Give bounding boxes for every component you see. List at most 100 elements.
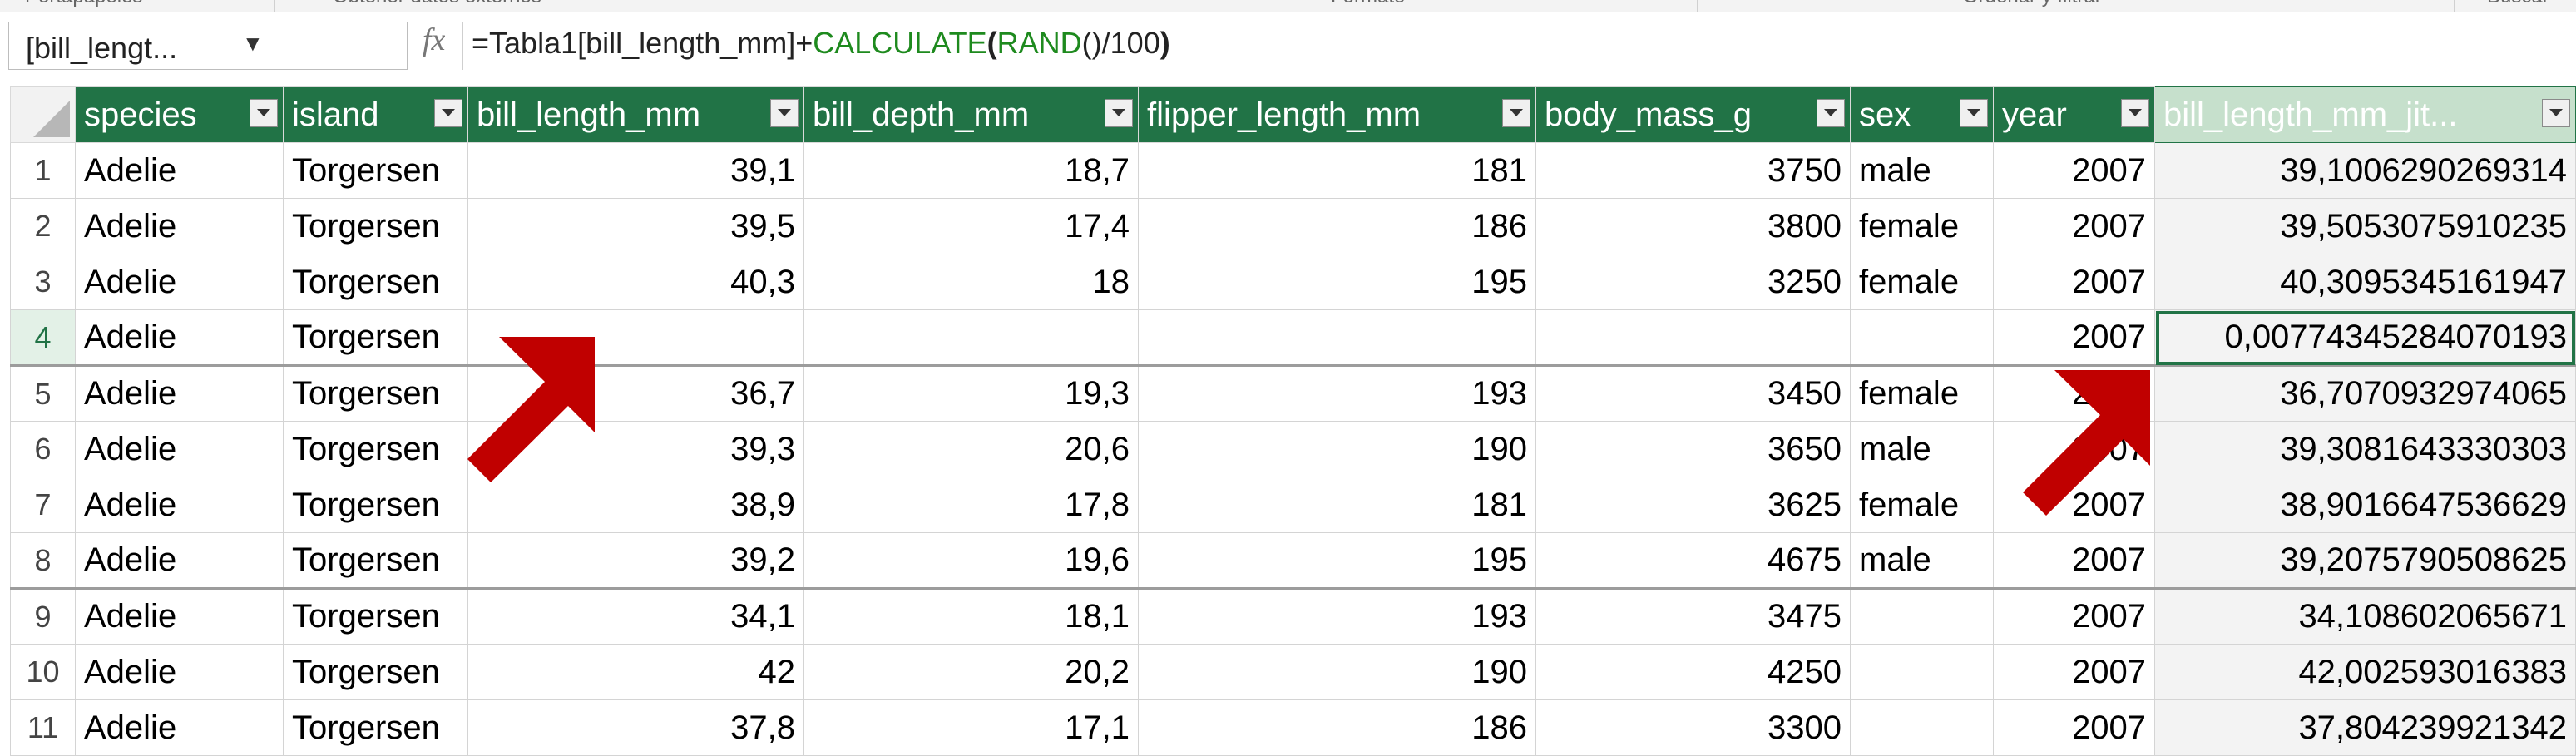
cell-island[interactable]: Torgersen	[284, 477, 468, 533]
cell-year[interactable]: 2007	[1994, 199, 2155, 254]
cell-species[interactable]: Adelie	[76, 700, 284, 756]
row-number[interactable]: 7	[11, 477, 76, 533]
cell-year[interactable]: 2007	[1994, 645, 2155, 700]
column-header-bill-depth[interactable]: bill_depth_mm	[804, 87, 1139, 143]
cell-body-mass[interactable]: 3475	[1536, 589, 1851, 645]
filter-dropdown-icon[interactable]	[1502, 99, 1530, 127]
cell-bill-length[interactable]: 37,8	[468, 700, 804, 756]
filter-dropdown-icon[interactable]	[2542, 99, 2570, 127]
cell-flipper-length[interactable]: 186	[1139, 700, 1536, 756]
cell-body-mass[interactable]: 4675	[1536, 533, 1851, 589]
cell-species[interactable]: Adelie	[76, 366, 284, 422]
row-number[interactable]: 4	[11, 310, 76, 366]
cell-species[interactable]: Adelie	[76, 199, 284, 254]
cell-bill-length-jitter[interactable]: 38,9016647536629	[2155, 477, 2576, 533]
cell-bill-length-jitter[interactable]: 34,108602065671	[2155, 589, 2576, 645]
cell-bill-length-jitter[interactable]: 39,1006290269314	[2155, 143, 2576, 199]
active-cell[interactable]: 0,00774345284070193	[2155, 310, 2576, 366]
cell-bill-length-jitter[interactable]: 37,804239921342	[2155, 700, 2576, 756]
cell-sex[interactable]: female	[1851, 254, 1994, 310]
filter-dropdown-icon[interactable]	[250, 99, 278, 127]
cell-bill-length[interactable]: 39,5	[468, 199, 804, 254]
cell-island[interactable]: Torgersen	[284, 143, 468, 199]
cell-flipper-length[interactable]: 190	[1139, 645, 1536, 700]
column-header-island[interactable]: island	[284, 87, 468, 143]
cell-bill-depth[interactable]: 17,1	[804, 700, 1139, 756]
cell-body-mass[interactable]: 3450	[1536, 366, 1851, 422]
cell-sex[interactable]	[1851, 645, 1994, 700]
cell-bill-length-jitter[interactable]: 39,2075790508625	[2155, 533, 2576, 589]
cell-flipper-length[interactable]: 193	[1139, 589, 1536, 645]
cell-body-mass[interactable]	[1536, 310, 1851, 366]
cell-island[interactable]: Torgersen	[284, 366, 468, 422]
cell-flipper-length[interactable]: 186	[1139, 199, 1536, 254]
cell-sex[interactable]: female	[1851, 366, 1994, 422]
row-number[interactable]: 10	[11, 645, 76, 700]
cell-bill-depth[interactable]: 18,1	[804, 589, 1139, 645]
row-number[interactable]: 11	[11, 700, 76, 756]
cell-flipper-length[interactable]: 195	[1139, 533, 1536, 589]
cell-sex[interactable]	[1851, 589, 1994, 645]
cell-sex[interactable]: female	[1851, 199, 1994, 254]
column-header-body-mass[interactable]: body_mass_g	[1536, 87, 1851, 143]
row-number[interactable]: 5	[11, 366, 76, 422]
filter-dropdown-icon[interactable]	[434, 99, 462, 127]
cell-year[interactable]: 2007	[1994, 533, 2155, 589]
cell-sex[interactable]: female	[1851, 477, 1994, 533]
cell-sex[interactable]: male	[1851, 533, 1994, 589]
cell-island[interactable]: Torgersen	[284, 645, 468, 700]
cell-species[interactable]: Adelie	[76, 143, 284, 199]
cell-bill-depth[interactable]: 19,3	[804, 366, 1139, 422]
cell-island[interactable]: Torgersen	[284, 700, 468, 756]
cell-bill-length-jitter[interactable]: 39,3081643330303	[2155, 422, 2576, 477]
column-header-bill-length-jitter[interactable]: bill_length_mm_jit...	[2155, 87, 2576, 143]
cell-bill-length[interactable]: 42	[468, 645, 804, 700]
row-number[interactable]: 2	[11, 199, 76, 254]
chevron-down-icon[interactable]: ▼	[242, 31, 264, 57]
filter-dropdown-icon[interactable]	[2121, 99, 2149, 127]
cell-flipper-length[interactable]: 181	[1139, 477, 1536, 533]
cell-bill-length-jitter[interactable]: 39,5053075910235	[2155, 199, 2576, 254]
cell-island[interactable]: Torgersen	[284, 533, 468, 589]
cell-year[interactable]: 2007	[1994, 310, 2155, 366]
cell-body-mass[interactable]: 3650	[1536, 422, 1851, 477]
row-number[interactable]: 8	[11, 533, 76, 589]
cell-sex[interactable]: male	[1851, 143, 1994, 199]
cell-bill-depth[interactable]: 19,6	[804, 533, 1139, 589]
cell-bill-depth[interactable]: 17,8	[804, 477, 1139, 533]
cell-body-mass[interactable]: 4250	[1536, 645, 1851, 700]
cell-bill-depth[interactable]: 20,2	[804, 645, 1139, 700]
cell-bill-length[interactable]: 39,1	[468, 143, 804, 199]
cell-bill-length[interactable]: 39,2	[468, 533, 804, 589]
cell-year[interactable]: 2007	[1994, 254, 2155, 310]
cell-island[interactable]: Torgersen	[284, 199, 468, 254]
cell-flipper-length[interactable]: 195	[1139, 254, 1536, 310]
cell-sex[interactable]	[1851, 310, 1994, 366]
select-all-corner[interactable]	[11, 87, 76, 143]
column-header-year[interactable]: year	[1994, 87, 2155, 143]
cell-body-mass[interactable]: 3300	[1536, 700, 1851, 756]
cell-bill-depth[interactable]: 17,4	[804, 199, 1139, 254]
cell-species[interactable]: Adelie	[76, 310, 284, 366]
cell-sex[interactable]: male	[1851, 422, 1994, 477]
cell-species[interactable]: Adelie	[76, 422, 284, 477]
column-header-bill-length[interactable]: bill_length_mm	[468, 87, 804, 143]
column-header-flipper-length[interactable]: flipper_length_mm	[1139, 87, 1536, 143]
cell-bill-length-jitter[interactable]: 36,7070932974065	[2155, 366, 2576, 422]
cell-flipper-length[interactable]: 181	[1139, 143, 1536, 199]
cell-bill-depth[interactable]	[804, 310, 1139, 366]
filter-dropdown-icon[interactable]	[1105, 99, 1133, 127]
cell-bill-depth[interactable]: 18	[804, 254, 1139, 310]
cell-island[interactable]: Torgersen	[284, 589, 468, 645]
cell-bill-depth[interactable]: 18,7	[804, 143, 1139, 199]
cell-year[interactable]: 2007	[1994, 143, 2155, 199]
cell-body-mass[interactable]: 3625	[1536, 477, 1851, 533]
row-number[interactable]: 9	[11, 589, 76, 645]
name-box[interactable]: [bill_lengt... ▼	[8, 22, 408, 70]
cell-bill-length-jitter[interactable]: 40,3095345161947	[2155, 254, 2576, 310]
cell-body-mass[interactable]: 3800	[1536, 199, 1851, 254]
column-header-sex[interactable]: sex	[1851, 87, 1994, 143]
fx-icon[interactable]: fx	[423, 22, 445, 58]
cell-bill-length[interactable]: 40,3	[468, 254, 804, 310]
filter-dropdown-icon[interactable]	[1960, 99, 1988, 127]
